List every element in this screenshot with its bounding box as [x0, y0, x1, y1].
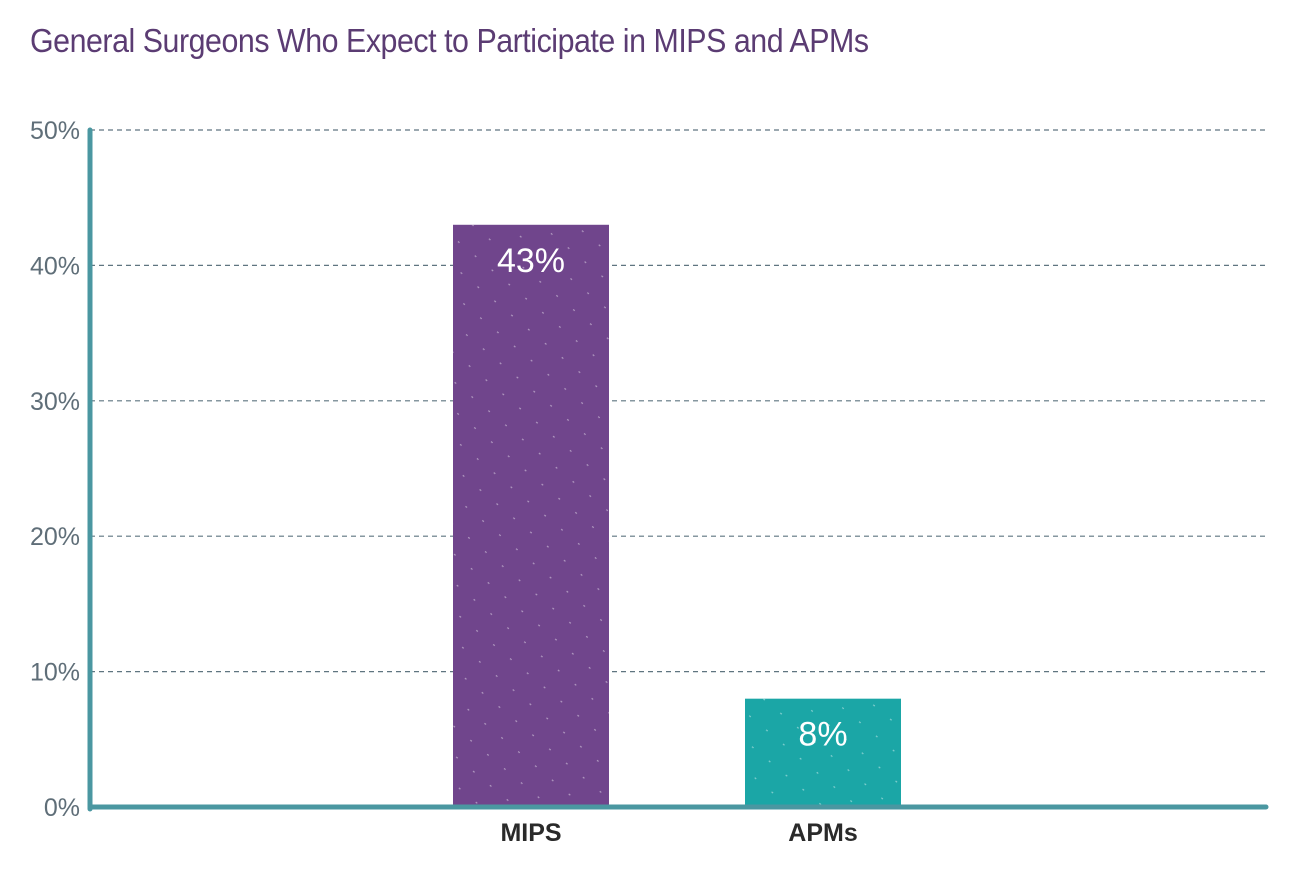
- y-tick-label: 30%: [30, 388, 80, 416]
- y-tick-label: 50%: [30, 117, 80, 145]
- y-tick-label: 20%: [30, 523, 80, 551]
- bar-texture: [453, 224, 609, 807]
- data-label: 43%: [497, 242, 565, 280]
- bar-texture: [745, 698, 901, 807]
- x-tick-label: MIPS: [500, 819, 561, 847]
- chart-title: General Surgeons Who Expect to Participa…: [30, 22, 869, 59]
- y-tick-label: 0%: [44, 794, 80, 822]
- x-tick-label: APMs: [788, 819, 857, 847]
- data-label: 8%: [798, 716, 847, 754]
- y-tick-label: 40%: [30, 252, 80, 280]
- y-tick-label: 10%: [30, 659, 80, 687]
